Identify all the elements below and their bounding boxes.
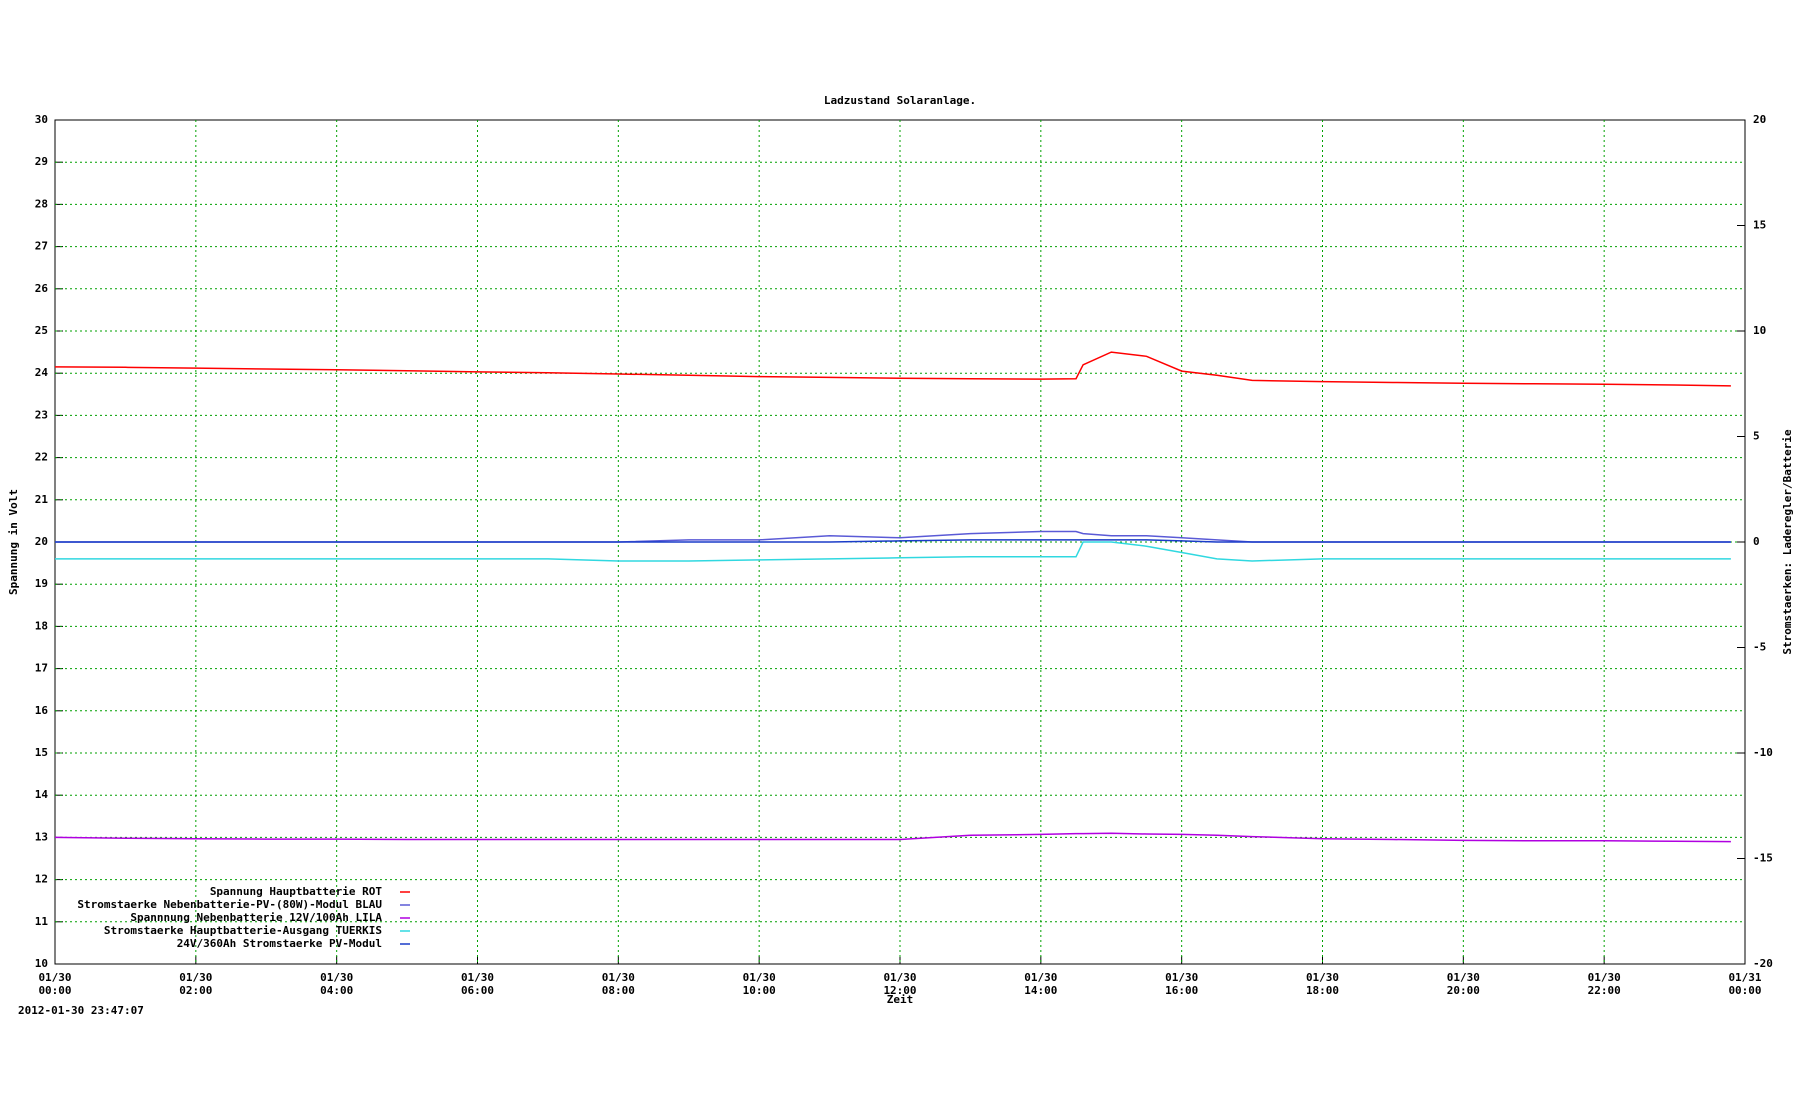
y-tick-label: 13 [35,830,48,843]
y-tick-label: 15 [35,746,48,759]
legend-label: Spannung Hauptbatterie ROT [210,885,383,898]
y-tick-label: 18 [35,619,48,632]
y2-tick-label: 20 [1753,113,1766,126]
y2-tick-label: 10 [1753,324,1766,337]
y2-tick-label: -10 [1753,746,1773,759]
y-tick-label: 28 [35,197,48,210]
legend-label: Stromstaerke Nebenbatterie-PV-(80W)-Modu… [77,898,382,911]
y-tick-label: 11 [35,915,49,928]
series-line [55,539,1731,543]
y2-axis-label: Stromstaerken: Laderegler/Batterie [1781,429,1794,655]
y-tick-label: 22 [35,451,48,464]
y2-tick-label: 5 [1753,430,1760,443]
legend-label: Stromstaerke Hauptbatterie-Ausgang TUERK… [104,924,382,937]
y-tick-label: 23 [35,408,48,421]
y-tick-label: 27 [35,240,48,253]
y-tick-label: 29 [35,155,48,168]
x-tick-label: 01/30 06:00 [461,971,494,997]
x-tick-label: 01/30 12:00 [883,971,916,997]
x-axis-label: Zeit [887,993,914,1006]
x-tick-label: 01/30 04:00 [320,971,353,997]
y2-tick-label: 15 [1753,219,1766,232]
y2-tick-label: 0 [1753,535,1760,548]
x-tick-label: 01/30 08:00 [602,971,635,997]
x-tick-label: 01/30 02:00 [179,971,212,997]
series-line [54,351,1731,387]
y2-tick-label: -5 [1753,641,1766,654]
series-line [54,832,1731,843]
x-tick-label: 01/30 14:00 [1024,971,1057,997]
y-tick-label: 19 [35,577,48,590]
x-tick-label: 01/30 22:00 [1588,971,1621,997]
x-tick-label: 01/30 00:00 [38,971,71,997]
timestamp: 2012-01-30 23:47:07 [18,1004,144,1017]
chart-title: Ladzustand Solaranlage. [824,94,976,107]
y-axis-label: Spannung in Volt [7,489,20,595]
y-tick-label: 30 [35,113,48,126]
legend-label: 24V/360Ah Stromstaerke PV-Modul [177,937,382,950]
y-tick-label: 10 [35,957,48,970]
y-tick-label: 14 [35,788,49,801]
y-tick-label: 25 [35,324,48,337]
legend-label: Spannnung Nebenbatterie 12V/100Ah LILA [130,911,382,924]
y2-tick-label: -15 [1753,852,1773,865]
series-line [55,541,1731,562]
y-tick-label: 16 [35,704,49,717]
y2-tick-label: -20 [1753,957,1773,970]
x-tick-label: 01/30 18:00 [1306,971,1339,997]
y-tick-label: 24 [35,366,49,379]
x-tick-label: 01/31 00:00 [1728,971,1761,997]
y-tick-label: 12 [35,873,48,886]
y-tick-label: 17 [35,662,48,675]
y-tick-label: 26 [35,282,49,295]
y-tick-label: 20 [35,535,48,548]
y-tick-label: 21 [35,493,49,506]
x-tick-label: 01/30 16:00 [1165,971,1198,997]
x-tick-label: 01/30 20:00 [1447,971,1480,997]
x-tick-label: 01/30 10:00 [743,971,776,997]
